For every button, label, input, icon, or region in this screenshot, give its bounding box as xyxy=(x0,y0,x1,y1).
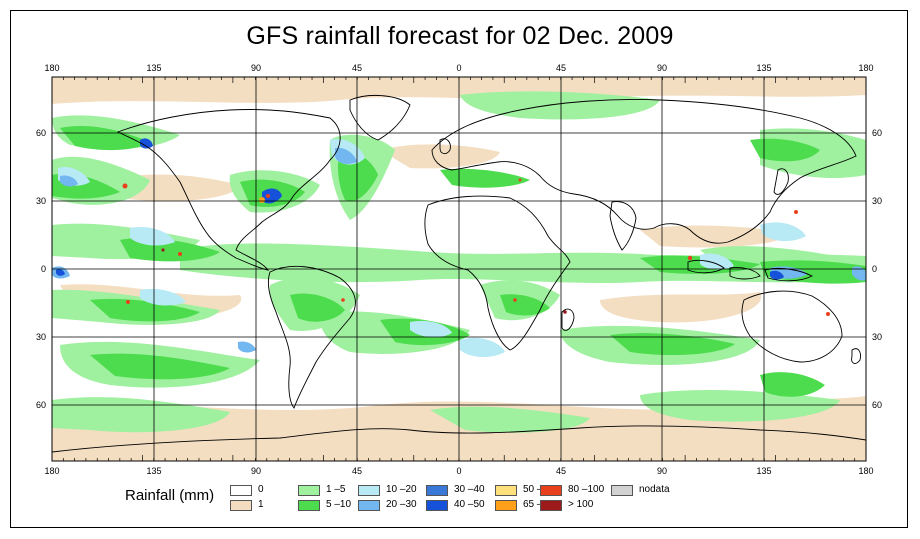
legend-swatch xyxy=(358,485,380,496)
lat-label: 0 xyxy=(41,264,46,274)
legend-swatch xyxy=(230,500,252,511)
legend-label: 40 –50 xyxy=(454,499,485,510)
legend-swatch xyxy=(495,500,517,511)
legend-label: 50 –65 xyxy=(523,484,554,495)
lon-label: 180 xyxy=(44,466,59,476)
lat-label: 60 xyxy=(872,400,882,410)
lon-label: 0 xyxy=(456,466,461,476)
legend-label: 1 –5 xyxy=(326,484,346,495)
graticule xyxy=(52,77,866,461)
legend-label: 5 –10 xyxy=(326,499,352,510)
legend-label: > 100 xyxy=(568,499,594,510)
legend-swatch xyxy=(298,485,320,496)
lat-label: 30 xyxy=(36,332,46,342)
legend-label: 20 –30 xyxy=(386,499,417,510)
map-title: GFS rainfall forecast for 02 Dec. 2009 xyxy=(246,22,674,50)
lon-label: 45 xyxy=(352,63,362,73)
legend-label: 1 xyxy=(258,499,264,510)
lat-label: 30 xyxy=(872,196,882,206)
lat-label: 60 xyxy=(872,128,882,138)
legend-label: 30 –40 xyxy=(454,484,485,495)
latitude-labels-left: 60 30 0 30 60 xyxy=(36,128,46,410)
coastlines xyxy=(52,95,866,453)
legend-label: 65 –80 xyxy=(523,499,554,510)
lon-label: 135 xyxy=(756,466,771,476)
lon-label: 0 xyxy=(456,63,461,73)
legend-swatch xyxy=(495,485,517,496)
longitude-labels-top: 180 135 90 45 0 45 90 135 180 xyxy=(44,63,873,73)
lon-label: 90 xyxy=(251,466,261,476)
lat-label: 60 xyxy=(36,400,46,410)
longitude-labels-bottom: 180 135 90 45 0 45 90 135 180 xyxy=(44,466,873,476)
legend-swatch xyxy=(540,485,562,496)
lon-label: 45 xyxy=(556,466,566,476)
legend-swatch xyxy=(540,500,562,511)
latitude-labels-right: 60 30 0 30 60 xyxy=(872,128,882,410)
legend-swatch xyxy=(230,485,252,496)
lat-label: 30 xyxy=(36,196,46,206)
lon-label: 45 xyxy=(556,63,566,73)
lat-label: 30 xyxy=(872,332,882,342)
lat-label: 0 xyxy=(872,264,877,274)
legend-label: 0 xyxy=(258,484,264,495)
legend-title: Rainfall (mm) xyxy=(125,487,215,504)
legend-label: 80 –100 xyxy=(568,484,605,495)
legend-swatch xyxy=(426,500,448,511)
lon-label: 180 xyxy=(858,466,873,476)
lon-label: 180 xyxy=(858,63,873,73)
lon-label: 90 xyxy=(657,466,667,476)
lon-label: 90 xyxy=(657,63,667,73)
figure-frame xyxy=(10,10,908,528)
legend-swatch xyxy=(358,500,380,511)
legend-label: 10 –20 xyxy=(386,484,417,495)
lon-label: 135 xyxy=(146,466,161,476)
legend-label: nodata xyxy=(639,484,670,495)
lon-label: 45 xyxy=(352,466,362,476)
legend-swatch xyxy=(298,500,320,511)
legend-swatch xyxy=(426,485,448,496)
lat-label: 60 xyxy=(36,128,46,138)
rainfall-field xyxy=(52,77,866,461)
minor-ticks xyxy=(51,77,867,461)
lon-label: 90 xyxy=(251,63,261,73)
lon-label: 135 xyxy=(146,63,161,73)
lon-label: 135 xyxy=(756,63,771,73)
legend-swatch xyxy=(611,485,633,496)
lon-label: 180 xyxy=(44,63,59,73)
